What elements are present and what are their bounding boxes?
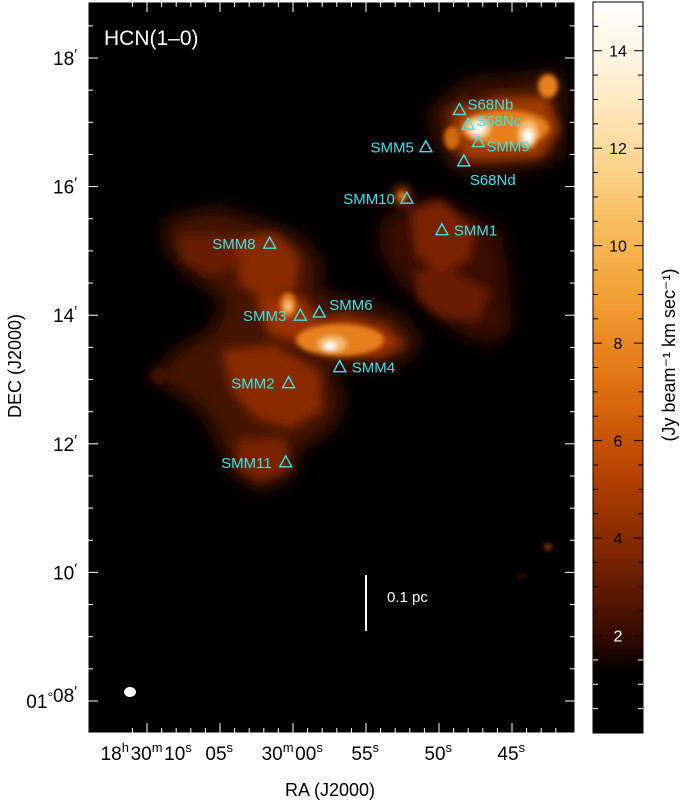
source-label: S68Nc <box>476 113 522 130</box>
source-label: SMM2 <box>231 376 274 393</box>
x-tick-label: 55s <box>351 740 380 765</box>
x-tick-label: 18h 30m 10s <box>101 740 194 765</box>
colorbar-ticks: 2 4 6 8 10 12 14 <box>593 25 643 710</box>
source-smm1: SMM1 <box>434 222 497 240</box>
source-label: SMM6 <box>329 297 372 314</box>
scale-bar-label: 0.1 pc <box>387 589 428 606</box>
y-tick-label: 10′ <box>53 560 77 584</box>
source-smm4: SMM4 <box>332 359 395 377</box>
y-axis-label: DEC (J2000) <box>5 314 25 418</box>
x-axis-label: RA (J2000) <box>285 780 375 800</box>
source-s68nc: S68Nc <box>461 113 522 130</box>
emission-image <box>150 70 566 578</box>
source-smm5: SMM5 <box>371 139 434 157</box>
source-triangle-icon <box>262 235 277 249</box>
source-triangle-icon <box>471 134 486 148</box>
axis-ticks: 18h 30m 10s 05s 30m 00s 55s 50s 45s 01°0… <box>26 2 575 765</box>
source-triangle-icon <box>418 139 434 153</box>
source-smm3: SMM3 <box>243 307 308 325</box>
x-tick-label: 05s <box>205 740 234 765</box>
source-label: SMM1 <box>454 223 497 240</box>
source-triangle-icon <box>461 116 476 130</box>
colorbar <box>592 1 644 734</box>
y-tick-label: 14′ <box>53 303 77 327</box>
source-smm11: SMM11 <box>221 454 293 472</box>
source-label: SMM10 <box>343 191 395 208</box>
colorbar-tick-label: 10 <box>609 239 627 256</box>
source-smm10: SMM10 <box>343 190 415 208</box>
y-tick-label: 01°08′ <box>26 683 77 713</box>
colorbar-tick-label: 6 <box>614 434 623 451</box>
source-label: SMM4 <box>352 360 395 377</box>
colorbar-tick-label: 12 <box>609 141 627 158</box>
source-s68nb: S68Nb <box>452 96 513 116</box>
source-label: SMM11 <box>221 455 272 472</box>
colorbar-tick-label: 14 <box>609 44 627 61</box>
source-triangle-icon <box>332 359 347 373</box>
source-label: S68Nb <box>467 96 513 113</box>
y-tick-label: 18′ <box>53 46 77 70</box>
source-smm6: SMM6 <box>312 297 373 318</box>
source-smm8: SMM8 <box>212 235 277 253</box>
x-tick-label: 45s <box>497 740 526 765</box>
source-triangle-icon <box>434 222 450 236</box>
x-tick-label: 50s <box>424 740 453 765</box>
beam-ellipse <box>124 687 136 697</box>
source-s68nd: S68Nd <box>456 153 516 189</box>
source-smm2: SMM2 <box>231 375 296 393</box>
plot-frame <box>87 1 576 734</box>
source-triangle-icon <box>452 101 467 116</box>
source-smm9: SMM9 <box>471 134 530 156</box>
y-tick-label: 16′ <box>53 175 77 199</box>
x-tick-label: 30m 00s <box>262 740 325 765</box>
colorbar-tick-label: 8 <box>614 336 623 353</box>
colorbar-label: (Jy beam⁻¹ km sec⁻¹) <box>659 268 679 441</box>
y-tick-label: 12′ <box>53 432 77 456</box>
source-triangle-icon <box>399 190 415 204</box>
colorbar-tick-label: 2 <box>614 629 623 646</box>
source-triangle-icon <box>293 307 308 321</box>
source-label: SMM3 <box>243 308 286 325</box>
source-triangle-icon <box>456 153 471 167</box>
source-triangle-icon <box>312 304 327 318</box>
source-label: SMM5 <box>371 140 414 157</box>
source-triangle-icon <box>278 454 293 468</box>
source-label: SMM9 <box>486 139 529 156</box>
source-triangle-icon <box>281 375 296 389</box>
colorbar-tick-label: 4 <box>614 531 623 548</box>
panel-label: HCN(1–0) <box>104 27 199 50</box>
source-label: SMM8 <box>212 236 255 253</box>
source-label: S68Nd <box>470 172 516 189</box>
